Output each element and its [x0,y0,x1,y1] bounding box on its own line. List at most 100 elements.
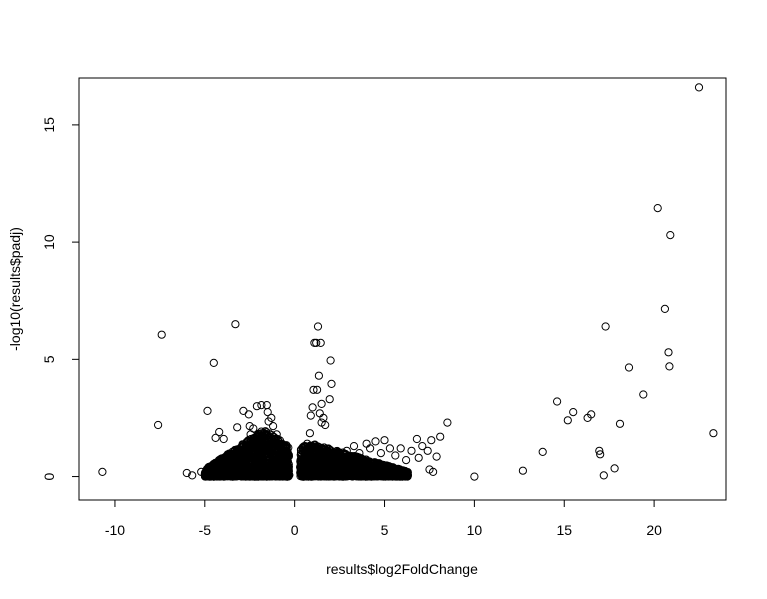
data-point [423,446,432,455]
data-point [351,459,360,468]
data-point [587,410,596,419]
data-point [228,453,238,462]
data-point [318,466,327,475]
data-point [308,403,317,412]
data-point [391,451,400,460]
data-point [403,471,412,480]
data-point [211,459,220,468]
data-point [299,443,308,453]
data-point [322,462,332,471]
data-point [610,464,619,473]
data-point [241,447,250,457]
data-point [370,465,379,474]
data-point [313,385,322,394]
data-point [255,458,264,467]
data-point [205,463,214,472]
data-point [238,443,247,452]
data-point [283,460,292,469]
x-tick-label: 10 [467,522,483,538]
data-point [316,338,325,347]
data-point [429,467,438,476]
data-point [240,472,249,481]
data-point [563,416,572,425]
data-point [664,348,673,357]
data-point [390,471,399,480]
data-point [312,338,321,347]
data-point [418,442,427,451]
data-point [432,452,441,461]
data-point [260,468,269,477]
data-point [398,470,407,479]
x-tick-label: 20 [646,522,662,538]
data-point [343,467,352,476]
data-point [252,402,261,411]
data-point [316,472,325,481]
data-point [317,418,326,427]
y-tick-label: 0 [41,472,57,480]
data-point [219,434,228,444]
data-point [327,470,336,479]
data-point [209,358,218,367]
data-point [218,471,227,480]
data-point [272,430,281,439]
data-point [255,463,264,472]
data-point [569,408,578,417]
data-point [240,465,249,474]
data-point [234,457,243,466]
data-point [376,449,385,458]
data-point [336,450,345,459]
data-point [267,413,276,422]
data-point [470,472,479,481]
data-point [257,401,266,410]
data-point [313,322,323,331]
data-point [384,462,393,471]
data-point [281,443,290,452]
data-point [666,231,675,240]
y-axis-label: -log10(results$padj) [7,227,23,351]
data-point [216,459,225,468]
data-point [264,433,273,442]
y-tick-label: 15 [41,117,57,133]
data-point [247,470,257,479]
data-point [244,410,253,419]
data-point [272,465,281,474]
data-point [694,83,704,92]
data-point [215,427,224,437]
data-point [230,463,239,473]
x-axis-label: results$log2FoldChange [326,561,478,577]
data-point [709,429,718,438]
data-point [203,406,212,415]
data-point [334,464,343,473]
data-point [639,390,648,399]
data-point [327,379,336,388]
data-point [518,466,528,475]
data-point [385,444,394,453]
data-point [157,330,166,339]
data-point [304,454,313,463]
data-point [251,439,260,448]
data-point [297,458,306,467]
y-axis: 0 5 10 15 [41,117,80,485]
x-tick-label: 0 [291,522,299,538]
data-point [273,435,282,444]
data-point [276,442,285,451]
data-point [224,451,233,460]
data-point [356,461,365,470]
data-point [407,446,416,455]
data-point [368,471,377,480]
data-point [412,434,421,444]
data-point [402,456,411,465]
data-point [371,437,380,446]
data-point [380,472,390,481]
data-point [443,418,452,427]
data-point [246,472,255,481]
data-point [231,320,240,329]
data-point [307,471,316,480]
data-point [188,471,197,480]
data-point [325,395,334,404]
data-point [328,457,337,466]
data-point [553,397,562,406]
data-point [345,458,354,467]
data-point [337,453,346,462]
